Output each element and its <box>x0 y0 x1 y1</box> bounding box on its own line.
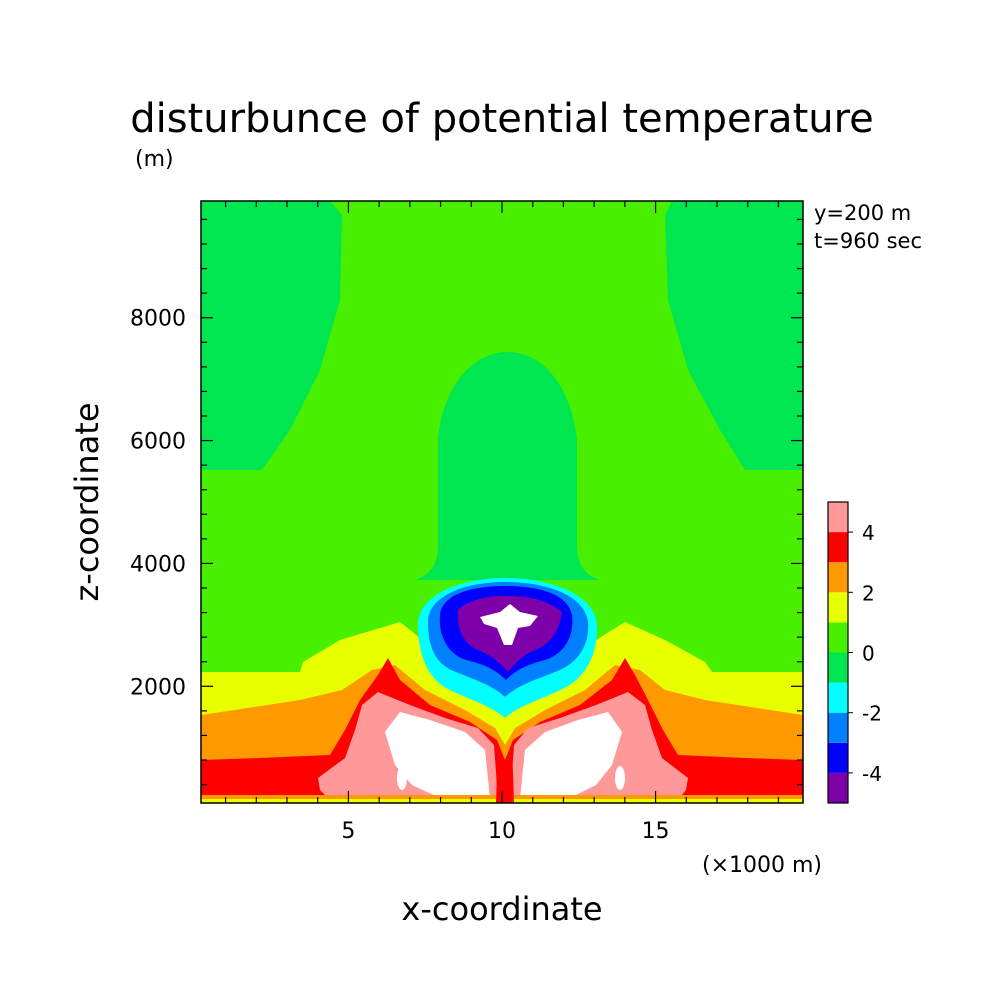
y-tick-label: 6000 <box>130 430 186 455</box>
contour-central-spine <box>496 745 514 803</box>
colorbar-swatch <box>828 652 848 683</box>
contour-upper-right-lobe <box>665 201 803 470</box>
colorbar-swatch <box>828 562 848 593</box>
annotation-y: y=200 m <box>814 201 911 225</box>
colorbar-tick-label: 4 <box>862 521 875 545</box>
y-axis-unit: (m) <box>135 147 174 172</box>
colorbar-swatch <box>828 622 848 653</box>
colorbar: -4 -2 0 2 4 <box>827 501 882 804</box>
contour-left-white-spot <box>397 766 407 790</box>
colorbar-swatch <box>828 502 848 533</box>
contour-field <box>201 201 803 803</box>
colorbar-swatch <box>828 592 848 623</box>
contour-bubble-white-core <box>480 604 538 645</box>
colorbar-tick-label: 0 <box>862 642 875 666</box>
y-tick-label: 2000 <box>130 675 186 700</box>
contour-central-column <box>415 352 600 580</box>
colorbar-swatch <box>828 742 848 773</box>
contour-left-white-core <box>385 712 490 798</box>
y-tick-label: 4000 <box>130 552 186 577</box>
colorbar-tick-label: 2 <box>862 581 875 605</box>
chart-title: disturbunce of potential temperature <box>130 96 874 142</box>
colorbar-tick-label: -4 <box>862 762 882 786</box>
axis-tick-labels: 5 10 15 2000 4000 6000 8000 <box>130 307 670 844</box>
x-axis-unit: (×1000 m) <box>702 853 822 878</box>
colorbar-swatch <box>828 712 848 743</box>
annotation-t: t=960 sec <box>814 229 922 253</box>
contour-upper-left-lobe <box>201 201 342 470</box>
y-axis-label: z-coordinate <box>68 402 106 601</box>
y-tick-label: 8000 <box>130 307 186 332</box>
x-tick-label: 5 <box>341 819 355 844</box>
colorbar-swatch <box>828 682 848 713</box>
contour-right-white-core <box>520 712 622 798</box>
colorbar-swatch <box>828 772 848 803</box>
axis-ticks <box>201 201 803 803</box>
contour-right-white-spot <box>615 766 625 790</box>
colorbar-swatch <box>828 532 848 563</box>
x-axis-label: x-coordinate <box>401 890 602 928</box>
x-tick-label: 10 <box>488 819 516 844</box>
x-tick-label: 15 <box>642 819 670 844</box>
colorbar-tick-label: -2 <box>862 702 882 726</box>
